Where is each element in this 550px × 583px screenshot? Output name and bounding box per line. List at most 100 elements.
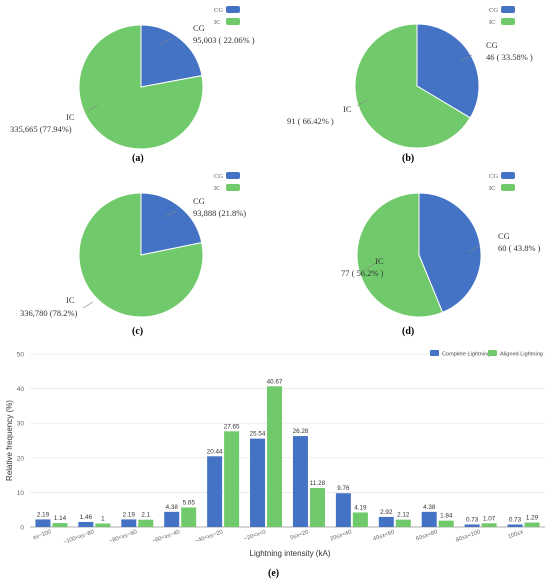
- slice-name-label: IC: [375, 256, 384, 266]
- bar-aligned-6: [309, 487, 325, 527]
- bar-complete-3: [164, 511, 180, 527]
- bar-complete-9: [421, 511, 437, 527]
- bar-aligned-7: [352, 512, 368, 527]
- legend-label-ic: IC: [489, 19, 496, 26]
- x-tick-label: 20≤x<40: [329, 529, 352, 542]
- bar-complete-7: [335, 493, 351, 527]
- slice-name-label: CG: [486, 40, 498, 50]
- x-tick-label: 40≤x<60: [372, 529, 395, 542]
- bar-aligned-3: [181, 507, 197, 527]
- bar-aligned-8: [395, 519, 411, 527]
- legend-label-cg: CG: [489, 173, 498, 180]
- bar-value-label: 4.19: [354, 505, 367, 512]
- x-tick-label: −80<x≤−60: [109, 529, 138, 545]
- pie-slice-ic: [78, 24, 204, 150]
- pie-slice-cg: [140, 192, 203, 256]
- leader-line: [467, 245, 481, 253]
- legend-swatch-cg: [501, 6, 515, 13]
- bar-value-label: 1.07: [483, 515, 496, 522]
- slice-value-label: 60 ( 43.8% ): [498, 243, 541, 253]
- legend-label-cg: CG: [214, 173, 223, 180]
- legend-label-ic: IC: [214, 185, 221, 192]
- bar-value-label: 40.67: [267, 378, 283, 385]
- y-tick-label: 30: [17, 421, 25, 428]
- y-tick-label: 10: [17, 490, 25, 497]
- bar-value-label: 4.38: [166, 504, 179, 511]
- legend-label-1: Aligned Lightning: [500, 352, 543, 358]
- slice-value-label: 46 ( 33.58% ): [486, 52, 533, 62]
- pie-chart-a: CG 95,003 ( 22.06% ) IC 335,665 (77.94%) CG I…: [10, 6, 255, 150]
- bar-value-label: 4.38: [423, 504, 436, 511]
- leader-line: [356, 99, 368, 107]
- y-tick-label: 20: [17, 455, 25, 462]
- panel-label-d: (d): [402, 326, 415, 337]
- panel-label-c: (c): [132, 326, 144, 337]
- bar-complete-11: [507, 524, 523, 527]
- legend-swatch-cg: [226, 6, 240, 13]
- leader-line: [158, 38, 172, 46]
- y-tick-label: 50: [17, 352, 25, 359]
- pie-chart-b: CG 46 ( 33.58% ) IC 91 ( 66.42% ) CG IC: [287, 6, 533, 149]
- legend-label-cg: CG: [489, 7, 498, 14]
- x-tick-label: 0≤x<20: [290, 529, 310, 541]
- y-tick-label: 0: [20, 525, 24, 532]
- x-axis-title: Lightning intensity (kA): [250, 549, 331, 558]
- slice-name-label: IC: [343, 104, 352, 114]
- x-tick-label: −20<x<0: [243, 529, 266, 542]
- slice-name-label: CG: [498, 231, 510, 241]
- slice-value-label: 77 ( 56.2% ): [341, 268, 384, 278]
- bar-aligned-10: [481, 523, 497, 527]
- bar-complete-8: [378, 516, 394, 527]
- bar-value-label: 27.65: [224, 423, 240, 430]
- bar-complete-0: [35, 519, 51, 527]
- bar-aligned-11: [524, 522, 540, 527]
- bar-value-label: 1.29: [526, 515, 539, 522]
- bar-complete-2: [121, 519, 137, 527]
- legend-swatch-0: [430, 350, 439, 356]
- bar-aligned-2: [138, 519, 154, 527]
- legend-swatch-1: [488, 350, 497, 356]
- bar-value-label: 25.54: [250, 431, 266, 438]
- slice-value-label: 95,003 ( 22.06% ): [193, 35, 255, 45]
- bar-value-label: 1.14: [54, 515, 67, 522]
- leader-line: [87, 104, 99, 112]
- slice-name-label: CG: [193, 23, 205, 33]
- bar-value-label: 2.19: [123, 511, 136, 518]
- x-tick-label: x≤−100: [32, 529, 52, 541]
- bar-value-label: 11.28: [310, 480, 326, 487]
- x-tick-label: 80≤x<100: [455, 529, 481, 543]
- x-tick-label: 100≤x: [507, 529, 524, 540]
- leader-line: [82, 301, 94, 309]
- leader-line: [459, 54, 473, 62]
- slice-name-label: IC: [66, 112, 75, 122]
- pie-slice-ic: [356, 192, 444, 318]
- x-tick-label: −60<x≤−40: [151, 529, 180, 545]
- legend-swatch-ic: [226, 18, 240, 25]
- slice-value-label: 336,780 (78.2%): [20, 308, 78, 318]
- bar-aligned-9: [438, 520, 454, 527]
- pie-slice-ic: [354, 23, 471, 149]
- bar-complete-4: [207, 456, 223, 527]
- y-tick-label: 40: [17, 386, 25, 393]
- slice-name-label: IC: [66, 295, 75, 305]
- bar-value-label: 2.92: [380, 509, 393, 516]
- pie-slice-cg: [418, 192, 482, 314]
- bar-value-label: 2.12: [397, 512, 410, 519]
- leader-line: [163, 210, 177, 218]
- bar-value-label: 2.19: [37, 511, 50, 518]
- panel-label-b: (b): [402, 153, 415, 164]
- bar-aligned-0: [52, 523, 68, 527]
- bar-aligned-4: [224, 431, 240, 527]
- bar-aligned-1: [95, 523, 111, 527]
- legend-label-ic: IC: [214, 19, 221, 26]
- x-tick-label: −40<x≤−20: [194, 529, 223, 545]
- leader-line: [365, 262, 377, 270]
- bar-value-label: 0.73: [466, 516, 479, 523]
- bar-aligned-5: [267, 386, 283, 527]
- legend-label-ic: IC: [489, 185, 496, 192]
- bar-complete-1: [78, 521, 94, 527]
- bar-value-label: 1.46: [80, 514, 93, 521]
- bar-value-label: 1.84: [440, 513, 453, 520]
- legend-swatch-ic: [501, 18, 515, 25]
- bar-chart-e: 0 10 20 30 40 50 2.19 1.14x≤−100 1.46 1 −100<x≤−80…: [5, 350, 545, 558]
